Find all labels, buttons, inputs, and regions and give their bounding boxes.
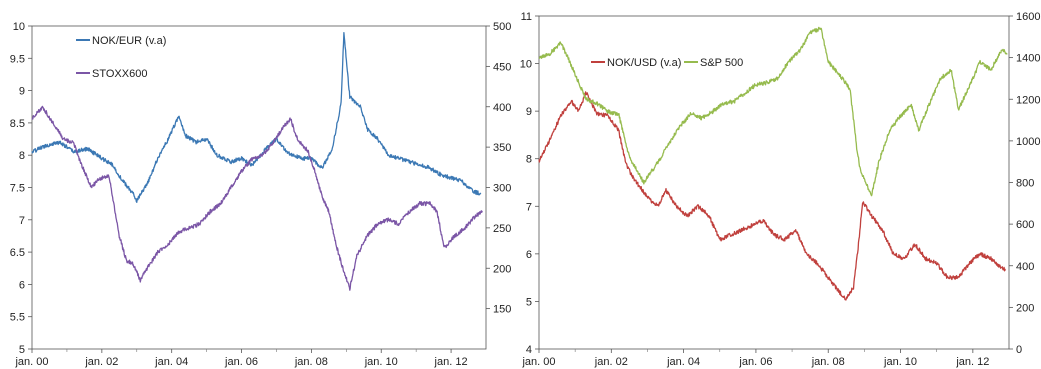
y-left-tick-label: 8 [19, 150, 25, 162]
series-line-nok-usd-v-a [539, 92, 1005, 300]
y-right-tick-label: 300 [493, 183, 511, 195]
y-left-tick-label: 6 [526, 249, 532, 261]
series-line-s-p-500 [539, 27, 1007, 195]
y-left-tick-label: 11 [521, 11, 532, 23]
y-left-tick-label: 10 [13, 21, 25, 33]
x-tick-label: jan. 10 [364, 356, 398, 368]
chart-panel-nok-usd-sp500: jan. 00 jan. 02 jan. 04 jan. 06 jan. 08 jan. … [520, 11, 1041, 368]
x-tick-label: jan. 04 [666, 356, 700, 368]
series-line-stoxx600 [32, 106, 483, 290]
x-tick-label: jan. 10 [883, 356, 917, 368]
y-left-tick-label: 10 [520, 59, 532, 71]
x-tick-label: jan. 08 [811, 356, 845, 368]
y-left-tick-label: 6.5 [10, 247, 25, 259]
y-left-tick-label: 9 [526, 106, 532, 118]
y-right-tick-label: 250 [493, 223, 511, 235]
y-left-tick-label: 5 [19, 344, 25, 356]
y-left-tick-label: 8 [526, 154, 532, 166]
x-tick-label: jan. 02 [594, 356, 628, 368]
y-right-tick-label: 0 [1016, 344, 1022, 356]
y-left-tick-label: 7.5 [10, 183, 25, 195]
x-tick-label: jan. 08 [294, 356, 328, 368]
chart-panel-nok-eur-stoxx600: jan. 00 jan. 02 jan. 04 jan. 06 jan. 08 jan. … [10, 21, 512, 368]
y-left-tick-label: 5 [526, 296, 532, 308]
y-right-tick-label: 1600 [1016, 11, 1040, 23]
x-tick-label: jan. 02 [84, 356, 118, 368]
x-tick-label: jan. 04 [154, 356, 188, 368]
legend-label-stoxx600: STOXX600 [92, 68, 147, 80]
y-right-tick-label: 400 [493, 102, 511, 114]
y-left-tick-label: 9 [19, 86, 25, 98]
y-left-tick-label: 5.5 [10, 312, 25, 324]
x-tick-label: jan. 06 [224, 356, 258, 368]
x-tick-label: jan. 12 [955, 356, 989, 368]
y-right-tick-label: 350 [493, 142, 511, 154]
legend-label-nok-usd-v-a: NOK/USD (v.a) [607, 57, 681, 69]
x-tick-label: jan. 12 [434, 356, 468, 368]
x-tick-label: jan. 06 [738, 356, 772, 368]
y-right-tick-label: 200 [493, 263, 511, 275]
y-left-tick-label: 7 [19, 215, 25, 227]
series-line-nok-eur-v-a [32, 33, 481, 203]
y-right-tick-label: 450 [493, 61, 511, 73]
y-right-tick-label: 500 [493, 21, 511, 33]
y-right-tick-label: 800 [1016, 178, 1034, 190]
y-left-tick-label: 7 [526, 201, 532, 213]
y-left-tick-label: 8.5 [10, 118, 25, 130]
y-right-tick-label: 600 [1016, 219, 1034, 231]
y-right-tick-label: 1000 [1016, 136, 1040, 148]
y-right-tick-label: 1400 [1016, 53, 1040, 65]
y-left-tick-label: 4 [526, 344, 532, 356]
x-tick-label: jan. 00 [14, 356, 48, 368]
legend-label-s-p-500: S&P 500 [700, 57, 743, 69]
y-left-tick-label: 9.5 [10, 53, 25, 65]
y-left-tick-label: 6 [19, 279, 25, 291]
legend-label-nok-eur-v-a: NOK/EUR (v.a) [92, 35, 166, 47]
y-right-tick-label: 400 [1016, 261, 1034, 273]
x-tick-label: jan. 00 [521, 356, 555, 368]
y-right-tick-label: 150 [493, 304, 511, 316]
y-right-tick-label: 200 [1016, 302, 1034, 314]
y-right-tick-label: 1200 [1016, 94, 1040, 106]
